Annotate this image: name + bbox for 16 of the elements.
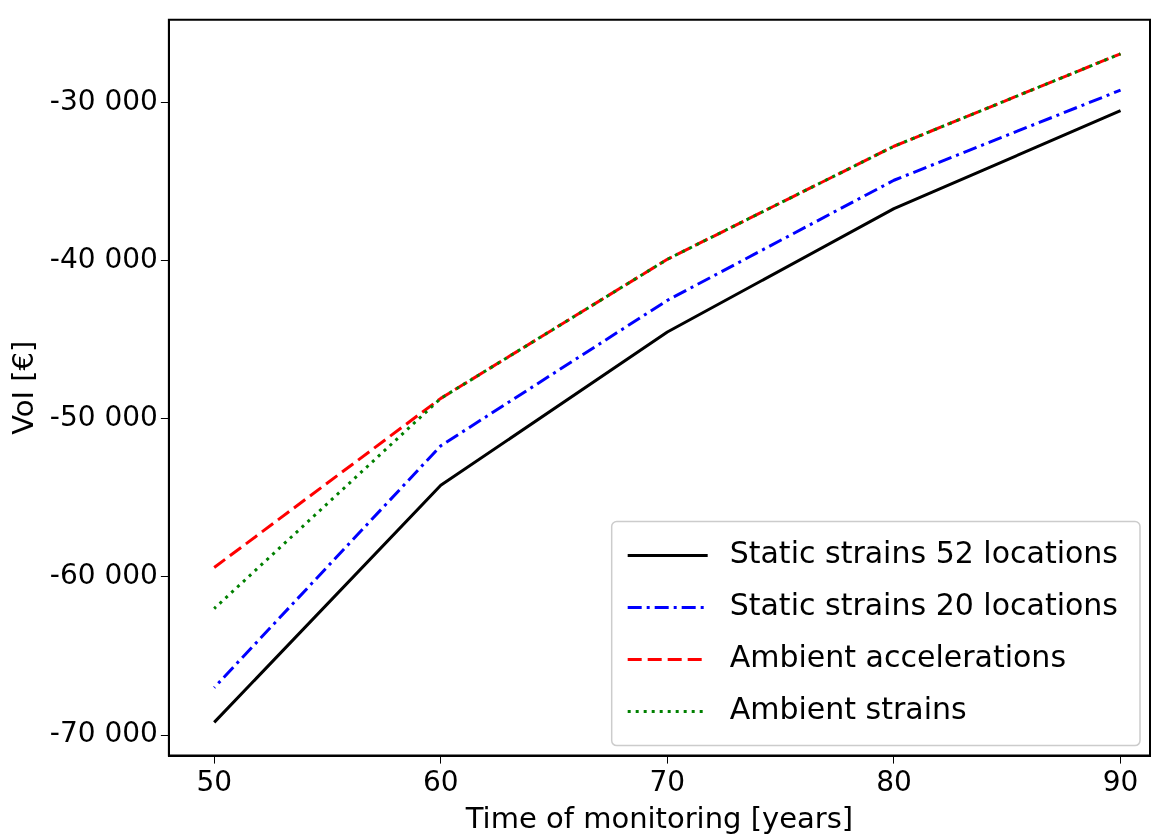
legend-label: Static strains 52 locations: [729, 535, 1119, 571]
y-tick-label: -40 000: [49, 242, 158, 276]
y-tick-label: -60 000: [49, 558, 158, 592]
legend-label: Ambient strains: [729, 691, 967, 727]
x-tick-label: 70: [649, 764, 686, 798]
y-axis-title: VoI [€]: [5, 340, 40, 435]
y-tick-label: -70 000: [49, 716, 158, 750]
legend-label: Ambient accelerations: [729, 639, 1067, 675]
y-tick-label: -50 000: [49, 400, 158, 434]
x-tick-label: 90: [1102, 764, 1139, 798]
legend-label: Static strains 20 locations: [729, 587, 1119, 623]
y-tick-label: -30 000: [49, 84, 158, 118]
x-tick-label: 60: [422, 764, 459, 798]
x-tick-label: 50: [196, 764, 233, 798]
x-tick-label: 80: [876, 764, 912, 798]
x-axis-title: Time of monitoring [years]: [464, 801, 854, 836]
